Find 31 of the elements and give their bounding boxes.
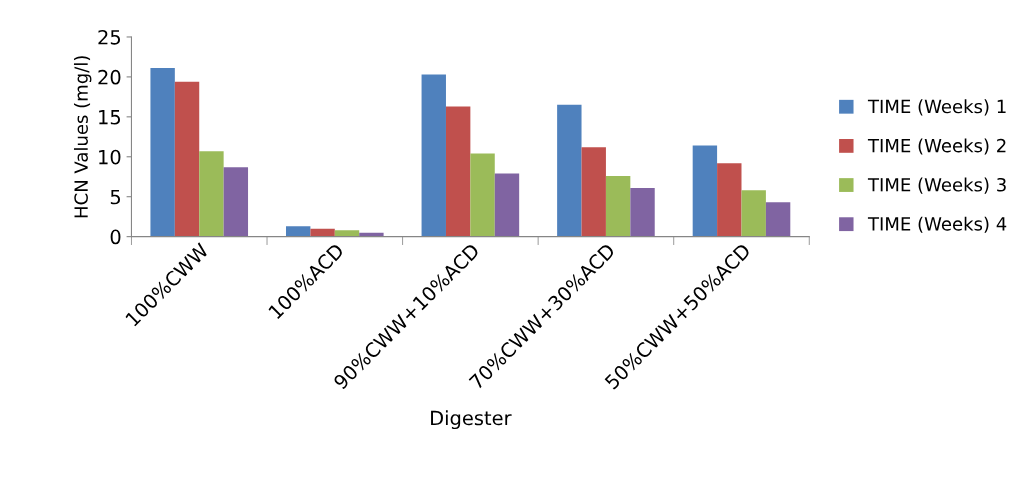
legend-label: TIME (Weeks) 1	[867, 99, 1006, 116]
y-axis-title: HCN Values (mg/l)	[73, 56, 92, 218]
bar	[765, 202, 791, 237]
bar	[470, 153, 495, 237]
bar	[445, 106, 471, 237]
legend-label: TIME (Weeks) 2	[867, 138, 1006, 155]
bar	[223, 167, 249, 237]
y-tick-label: 15	[99, 110, 121, 125]
bar	[334, 230, 360, 237]
y-tick-label: 5	[110, 189, 121, 205]
bar	[557, 104, 582, 237]
bar	[581, 147, 606, 237]
bar	[286, 226, 311, 237]
bar	[421, 74, 446, 237]
bar	[310, 228, 335, 237]
bar	[692, 145, 718, 237]
y-tick-label: 25	[98, 29, 121, 45]
y-tick-label: 10	[99, 149, 121, 165]
x-axis-title: Digester	[431, 410, 512, 430]
legend-label: TIME (Weeks) 3	[867, 177, 1006, 194]
legend-label: TIME (Weeks) 4	[867, 216, 1007, 233]
bar	[199, 151, 224, 237]
bar	[630, 187, 655, 237]
bar	[741, 190, 766, 237]
y-tick-label: 0	[110, 229, 121, 245]
bar	[605, 175, 631, 237]
bar	[150, 68, 175, 237]
bar	[174, 81, 200, 237]
bar	[494, 173, 520, 237]
y-tick-label: 20	[98, 69, 121, 85]
bar	[717, 163, 742, 237]
